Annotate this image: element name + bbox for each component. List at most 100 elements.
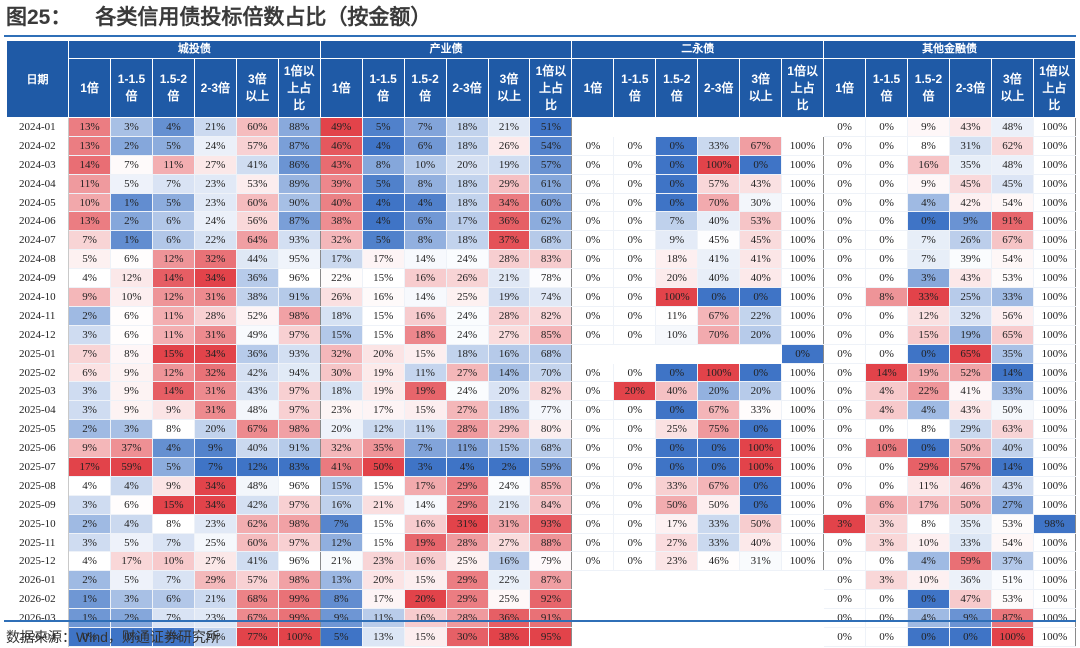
heatmap-cell: 100% bbox=[781, 154, 825, 175]
heatmap-cell: 0% bbox=[823, 343, 867, 364]
heatmap-cell: 23% bbox=[193, 192, 237, 213]
heatmap-cell: 40% bbox=[697, 268, 741, 289]
subcolumn-header: 1倍以 上占比 bbox=[781, 58, 825, 118]
heatmap-cell: 100% bbox=[781, 362, 825, 383]
heatmap-cell: 7% bbox=[907, 249, 950, 270]
heatmap-cell: 9% bbox=[948, 211, 992, 232]
heatmap-cell bbox=[739, 627, 783, 647]
heatmap-cell: 100% bbox=[1032, 457, 1077, 477]
heatmap-cell: 64% bbox=[235, 230, 279, 251]
heatmap-cell: 30% bbox=[319, 362, 363, 383]
heatmap-cell: 36% bbox=[487, 211, 531, 232]
row-date: 2025-03 bbox=[6, 381, 70, 401]
heatmap-cell: 4% bbox=[907, 551, 950, 572]
heatmap-cell: 90% bbox=[277, 192, 321, 213]
heatmap-cell: 68% bbox=[235, 589, 279, 610]
heatmap-cell: 0% bbox=[865, 192, 909, 213]
heatmap-cell: 32% bbox=[193, 249, 237, 270]
heatmap-cell: 40% bbox=[739, 532, 783, 553]
heatmap-cell: 43% bbox=[990, 475, 1034, 496]
heatmap-cell bbox=[781, 608, 825, 629]
heatmap-cell: 100% bbox=[739, 438, 783, 459]
heatmap-cell: 98% bbox=[1032, 513, 1077, 534]
heatmap-cell: 20% bbox=[319, 419, 363, 440]
heatmap-cell: 100% bbox=[781, 268, 825, 289]
heatmap-cell: 6% bbox=[110, 305, 153, 326]
heatmap-cell: 16% bbox=[487, 551, 531, 572]
subcolumn-header: 1倍 bbox=[319, 58, 363, 118]
heatmap-cell: 7% bbox=[68, 343, 112, 364]
heatmap-cell: 10% bbox=[907, 570, 950, 591]
heatmap-cell: 0% bbox=[655, 173, 699, 194]
heatmap-cell: 23% bbox=[193, 513, 237, 534]
row-date: 2024-11 bbox=[6, 306, 70, 326]
heatmap-cell: 50% bbox=[948, 438, 992, 459]
heatmap-cell: 22% bbox=[193, 230, 237, 251]
heatmap-cell: 26% bbox=[948, 230, 992, 251]
heatmap-cell: 10% bbox=[110, 287, 153, 307]
heatmap-cell: 6% bbox=[110, 249, 153, 270]
heatmap-cell: 29% bbox=[445, 494, 489, 515]
heatmap-cell bbox=[571, 570, 615, 591]
heatmap-cell: 91% bbox=[277, 287, 321, 307]
heatmap-cell: 12% bbox=[319, 532, 363, 553]
heatmap-cell: 10% bbox=[151, 551, 195, 572]
heatmap-cell: 16% bbox=[487, 343, 531, 364]
heatmap-cell: 0% bbox=[613, 494, 657, 515]
heatmap-cell: 23% bbox=[361, 551, 405, 572]
heatmap-cell: 5% bbox=[110, 532, 153, 553]
heatmap-cell: 31% bbox=[193, 400, 237, 421]
heatmap-cell: 14% bbox=[151, 381, 195, 402]
heatmap-cell: 24% bbox=[445, 249, 489, 270]
heatmap-cell: 0% bbox=[865, 305, 909, 326]
heatmap-cell: 25% bbox=[948, 287, 992, 307]
heatmap-cell: 68% bbox=[529, 230, 573, 251]
heatmap-cell: 7% bbox=[68, 230, 112, 251]
heatmap-cell: 8% bbox=[319, 589, 363, 610]
heatmap-cell: 27% bbox=[655, 532, 699, 553]
heatmap-cell: 62% bbox=[235, 513, 279, 534]
heatmap-cell: 18% bbox=[445, 230, 489, 251]
heatmap-cell: 29% bbox=[193, 570, 237, 591]
table-row: 2025-03 3% 9% 14% 31% 43% 97% 18% 19% 19% 24% 20% 82… bbox=[6, 381, 1077, 402]
heatmap-cell: 100% bbox=[990, 627, 1034, 647]
heatmap-cell: 4% bbox=[110, 475, 153, 496]
heatmap-cell: 32% bbox=[319, 343, 363, 364]
group-header: 二永债 bbox=[571, 40, 825, 59]
heatmap-cell: 100% bbox=[1032, 627, 1077, 647]
heatmap-cell: 54% bbox=[990, 532, 1034, 553]
heatmap-cell: 3% bbox=[907, 268, 950, 289]
heatmap-cell: 9% bbox=[319, 608, 363, 629]
heatmap-cell: 33% bbox=[907, 287, 950, 307]
heatmap-cell: 0% bbox=[823, 494, 867, 515]
heatmap-cell: 33% bbox=[990, 381, 1034, 402]
heatmap-cell: 100% bbox=[1032, 154, 1077, 175]
heatmap-cell: 3% bbox=[110, 589, 153, 610]
heatmap-cell: 57% bbox=[529, 154, 573, 175]
heatmap-cell: 57% bbox=[235, 135, 279, 156]
subcolumn-header-line: 上占 bbox=[538, 80, 563, 95]
heatmap-cell: 0% bbox=[907, 589, 950, 610]
heatmap-cell: 9% bbox=[68, 287, 112, 307]
heatmap-cell: 28% bbox=[445, 608, 489, 629]
heatmap-cell: 27% bbox=[487, 532, 531, 553]
heatmap-cell: 53% bbox=[235, 173, 279, 194]
heatmap-cell: 86% bbox=[277, 154, 321, 175]
heatmap-cell: 82% bbox=[529, 381, 573, 402]
heatmap-cell: 0% bbox=[823, 589, 867, 610]
heatmap-cell: 97% bbox=[277, 532, 321, 553]
heatmap-cell: 21% bbox=[487, 268, 531, 289]
heatmap-cell: 48% bbox=[990, 117, 1034, 137]
heatmap-cell: 15% bbox=[907, 324, 950, 345]
heatmap-cell: 45% bbox=[697, 230, 741, 251]
heatmap-cell: 32% bbox=[319, 438, 363, 459]
heatmap-cell: 0% bbox=[655, 154, 699, 175]
heatmap-cell: 32% bbox=[319, 230, 363, 251]
heatmap-cell: 0% bbox=[571, 305, 615, 326]
heatmap-cell: 0% bbox=[697, 438, 741, 459]
row-date: 2026-02 bbox=[6, 589, 70, 609]
heatmap-cell: 6% bbox=[151, 211, 195, 232]
heatmap-cell: 17% bbox=[403, 475, 447, 496]
figure-title-text: 各类信用债投标倍数占比（按金额） bbox=[95, 6, 432, 29]
heatmap-cell: 37% bbox=[110, 438, 153, 459]
